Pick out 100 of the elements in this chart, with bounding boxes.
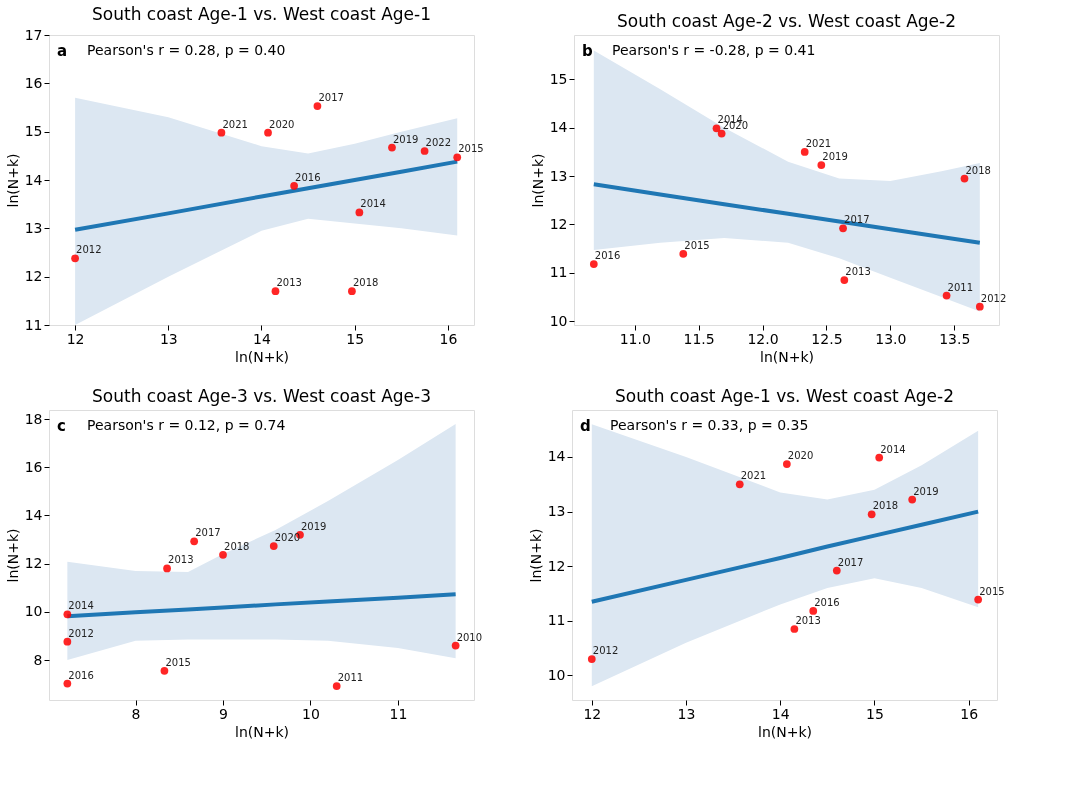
point [817,161,826,169]
annotation: Pearson's r = 0.33, p = 0.35 [610,417,809,433]
annotation: 2012 [76,244,102,256]
point [974,595,983,604]
x-tick-label: 11.0 [619,330,651,347]
annotation: 2015 [458,143,484,155]
point [290,181,298,190]
point [264,128,272,137]
chart-title: South coast Age-1 vs. West coast Age-1 [92,4,431,24]
point [453,153,462,162]
annotation: 2021 [805,137,832,149]
y-tick-label: 10 [24,603,43,620]
y-tick-label: 13 [24,219,43,236]
annotation: 2012 [592,645,619,657]
annotation: 2015 [165,656,191,668]
y-tick-label: 12 [24,268,43,285]
point [63,679,72,688]
annotation: 2020 [787,450,814,462]
y-tick-label: 14 [549,119,568,136]
x-tick-label: 12.5 [811,330,843,347]
point [960,174,969,183]
annotation: 2013 [845,266,871,278]
x-tick-label: 13.5 [939,330,971,347]
y-tick-label: 17 [24,26,43,43]
x-tick-label: 10 [302,705,320,722]
x-tick-label: 8 [131,705,141,722]
y-tick-label: 16 [24,458,43,475]
point [313,102,322,110]
annotation: 2015 [979,585,1005,597]
point [809,607,818,615]
y-tick-label: 10 [549,312,568,329]
y-tick-label: 13 [549,167,568,184]
annotation: c [57,417,66,435]
y-tick-label: 14 [24,507,43,523]
annotation: 2016 [68,669,94,681]
x-axis-title: ln(N+k) [758,723,812,740]
x-tick-label: 13 [159,330,178,347]
point [839,224,847,233]
x-tick-label: 13.0 [875,330,907,347]
x-axis-title: ln(N+k) [760,348,814,365]
x-tick-label: 12.0 [747,330,779,347]
x-tick-label: 16 [439,330,458,347]
y-axis-title: ln(N+k) [4,528,21,583]
point [908,495,917,504]
y-tick-label: 13 [547,503,566,520]
annotation: 2019 [392,133,419,145]
point [735,480,744,489]
point [271,287,280,296]
x-tick-label: 16 [960,705,979,722]
annotation: 2013 [276,277,302,289]
x-tick-label: 11.5 [683,330,715,347]
annotation: b [582,42,593,60]
annotation: 2014 [880,443,906,455]
point [679,250,688,258]
x-tick-label: 12 [583,705,602,722]
y-tick-label: 8 [33,651,43,668]
annotation: 2018 [872,500,899,512]
y-tick-label: 18 [24,410,43,427]
annotation: 2012 [980,292,1007,304]
chart-title: South coast Age-2 vs. West coast Age-2 [617,11,956,31]
point [160,666,169,675]
annotation: 2022 [425,137,452,148]
annotation: 2013 [795,615,821,626]
point [355,208,364,217]
point [332,682,341,690]
point [782,460,791,468]
chart-title: South coast Age-3 vs. West coast Age-3 [92,386,431,406]
point [840,276,849,284]
annotation: 2017 [195,527,221,539]
annotation: a [57,42,68,60]
annotation: 2012 [68,627,94,639]
annotation: 2020 [269,118,295,130]
annotation: 2017 [837,556,864,568]
y-tick-label: 16 [24,74,43,91]
x-tick-label: 11 [389,705,408,722]
point [420,147,429,155]
annotation: 2020 [274,532,301,544]
annotation: 2011 [947,281,974,293]
x-tick-label: 13 [677,705,696,722]
annotation: 2013 [168,554,194,566]
annotation: 2016 [594,250,621,262]
annotation: 2018 [965,164,991,176]
point [800,148,809,156]
line-series [589,509,981,604]
y-axis-title: ln(N+k) [527,528,544,583]
annotation: 2014 [68,600,94,612]
annotation: Pearson's r = -0.28, p = 0.41 [612,42,816,58]
point [219,550,227,559]
point [451,641,460,650]
x-tick-label: 14 [771,705,790,722]
point [190,537,199,546]
annotation: d [580,417,591,435]
point [63,637,72,646]
y-tick-label: 10 [547,666,566,683]
point [587,655,596,663]
x-tick-label: 15 [866,705,884,722]
y-tick-label: 12 [549,215,568,232]
y-tick-label: 11 [547,612,566,629]
point [942,291,951,300]
y-axis-title: ln(N+k) [529,153,546,208]
